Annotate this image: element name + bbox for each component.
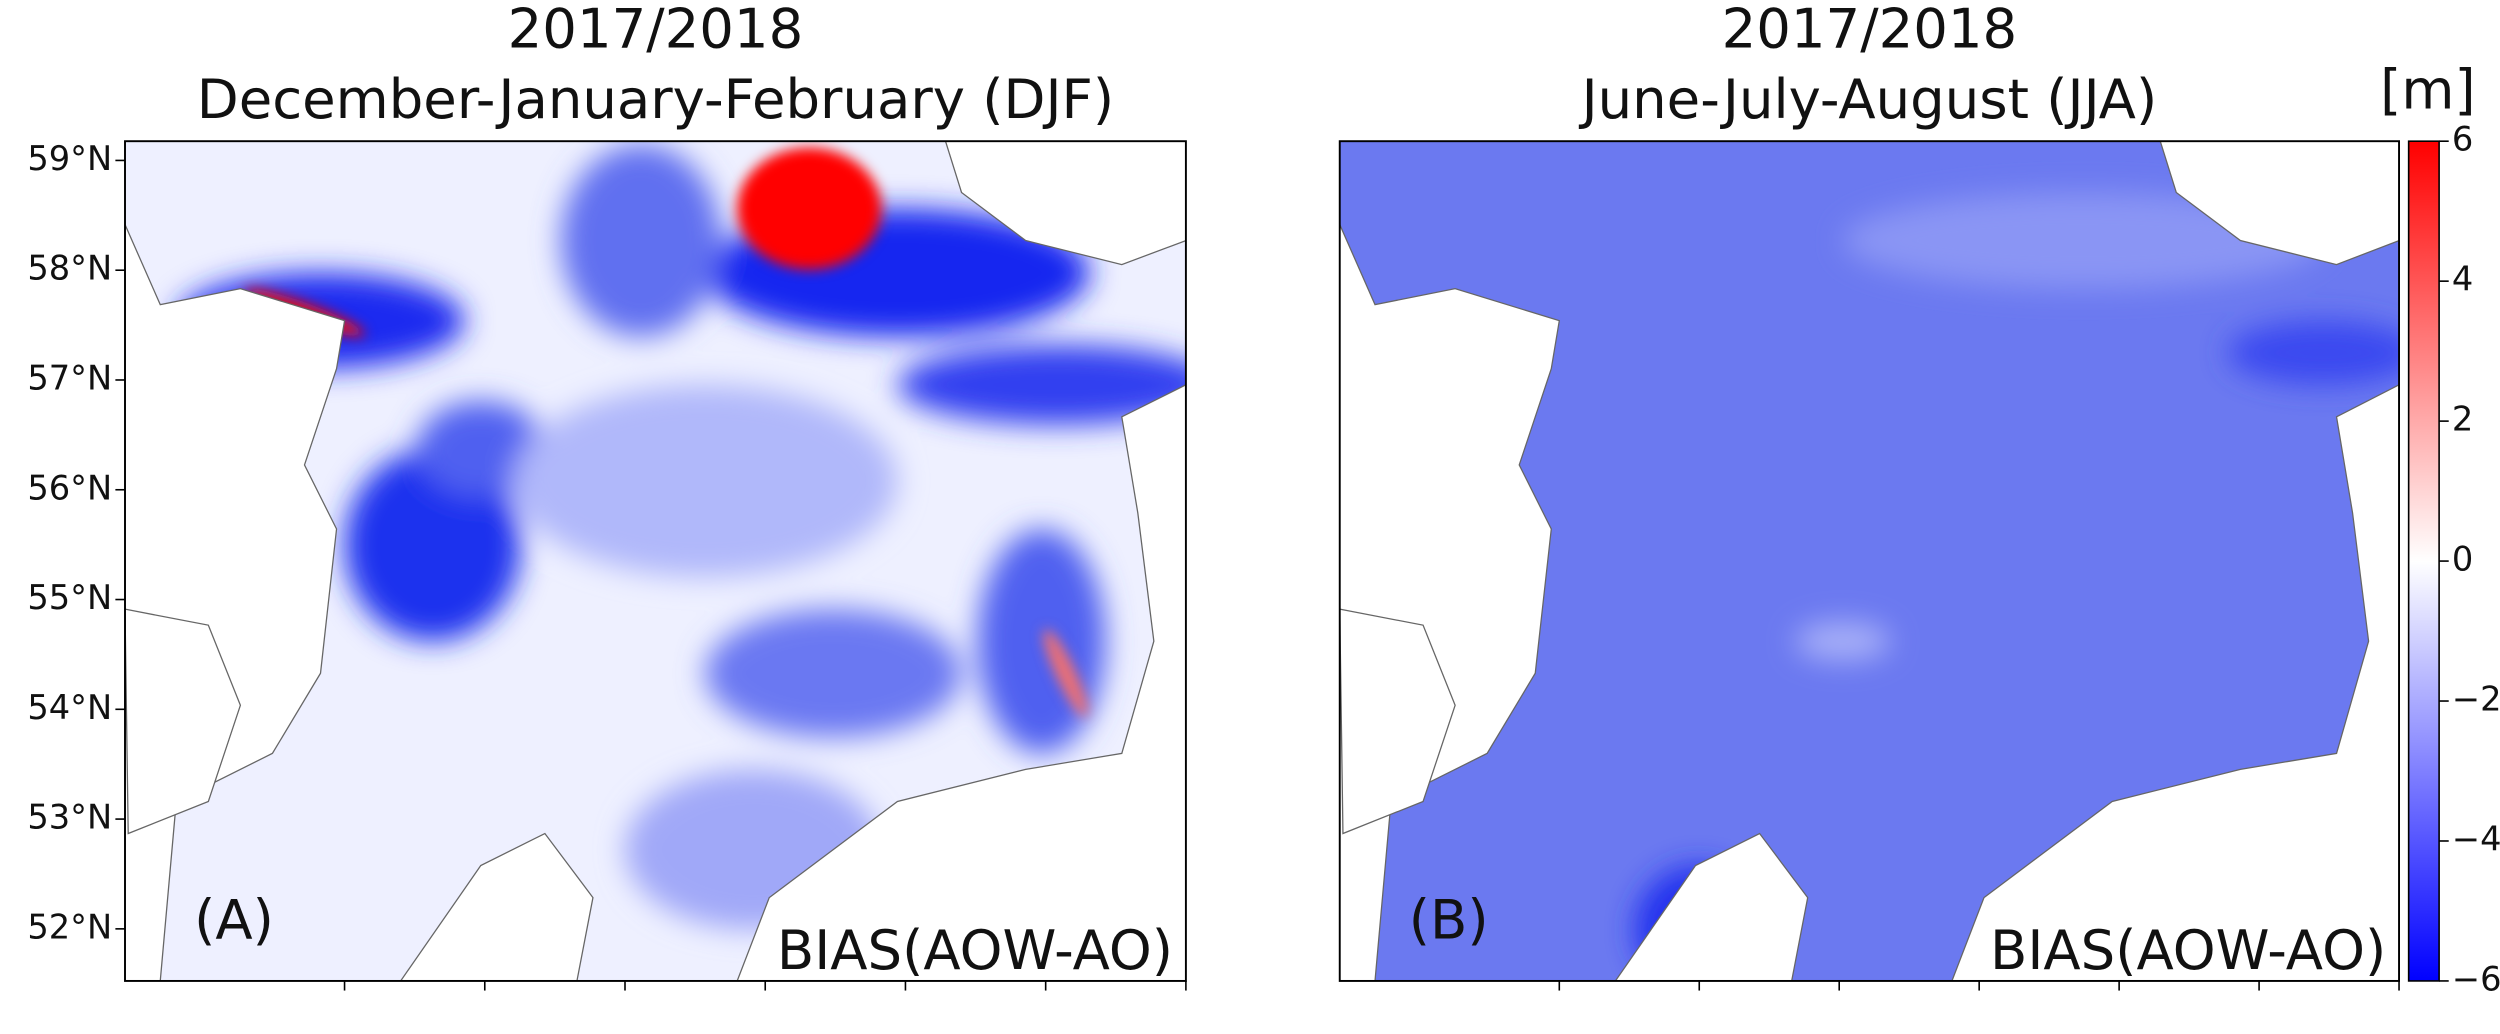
panel-tag: (A)	[194, 887, 274, 951]
panel-label: BIAS(AOW-AO)	[777, 918, 1173, 982]
y-tick-label: 55°N	[27, 578, 112, 617]
map-b	[1339, 141, 2400, 981]
colorbar-tick-label: 6	[2452, 120, 2473, 159]
y-tick-label: 58°N	[27, 249, 112, 288]
colorbar-unit: [m]	[2380, 57, 2476, 121]
colorbar-tick-label: −6	[2452, 959, 2500, 998]
panel-subtitle: June-July-August (JJA)	[1579, 67, 2158, 131]
y-tick-label: 53°N	[27, 798, 112, 837]
colorbar-tick-label: −4	[2452, 819, 2500, 858]
panel-subtitle: December-January-February (DJF)	[197, 67, 1114, 131]
y-tick-label: 57°N	[27, 358, 112, 397]
panel-tag: (B)	[1409, 887, 1489, 951]
panel-label: BIAS(AOW-AO)	[1990, 918, 2386, 982]
y-tick-label: 54°N	[27, 688, 112, 727]
y-tick-label: 52°N	[27, 907, 112, 946]
panel-title: 2017/2018	[508, 0, 804, 60]
colorbar-tick-label: 2	[2452, 400, 2473, 439]
map-a	[125, 141, 1186, 981]
colorbar-tick-label: −2	[2452, 680, 2500, 719]
colorbar	[2407, 140, 2440, 982]
y-tick-label: 56°N	[27, 468, 112, 507]
y-tick-label: 59°N	[27, 139, 112, 178]
colorbar-tick-label: 4	[2452, 260, 2473, 299]
colorbar-tick-label: 0	[2452, 540, 2473, 579]
panel-title: 2017/2018	[1722, 0, 2018, 60]
axes-frame	[1338, 140, 2400, 982]
axes-frame	[124, 140, 1187, 982]
